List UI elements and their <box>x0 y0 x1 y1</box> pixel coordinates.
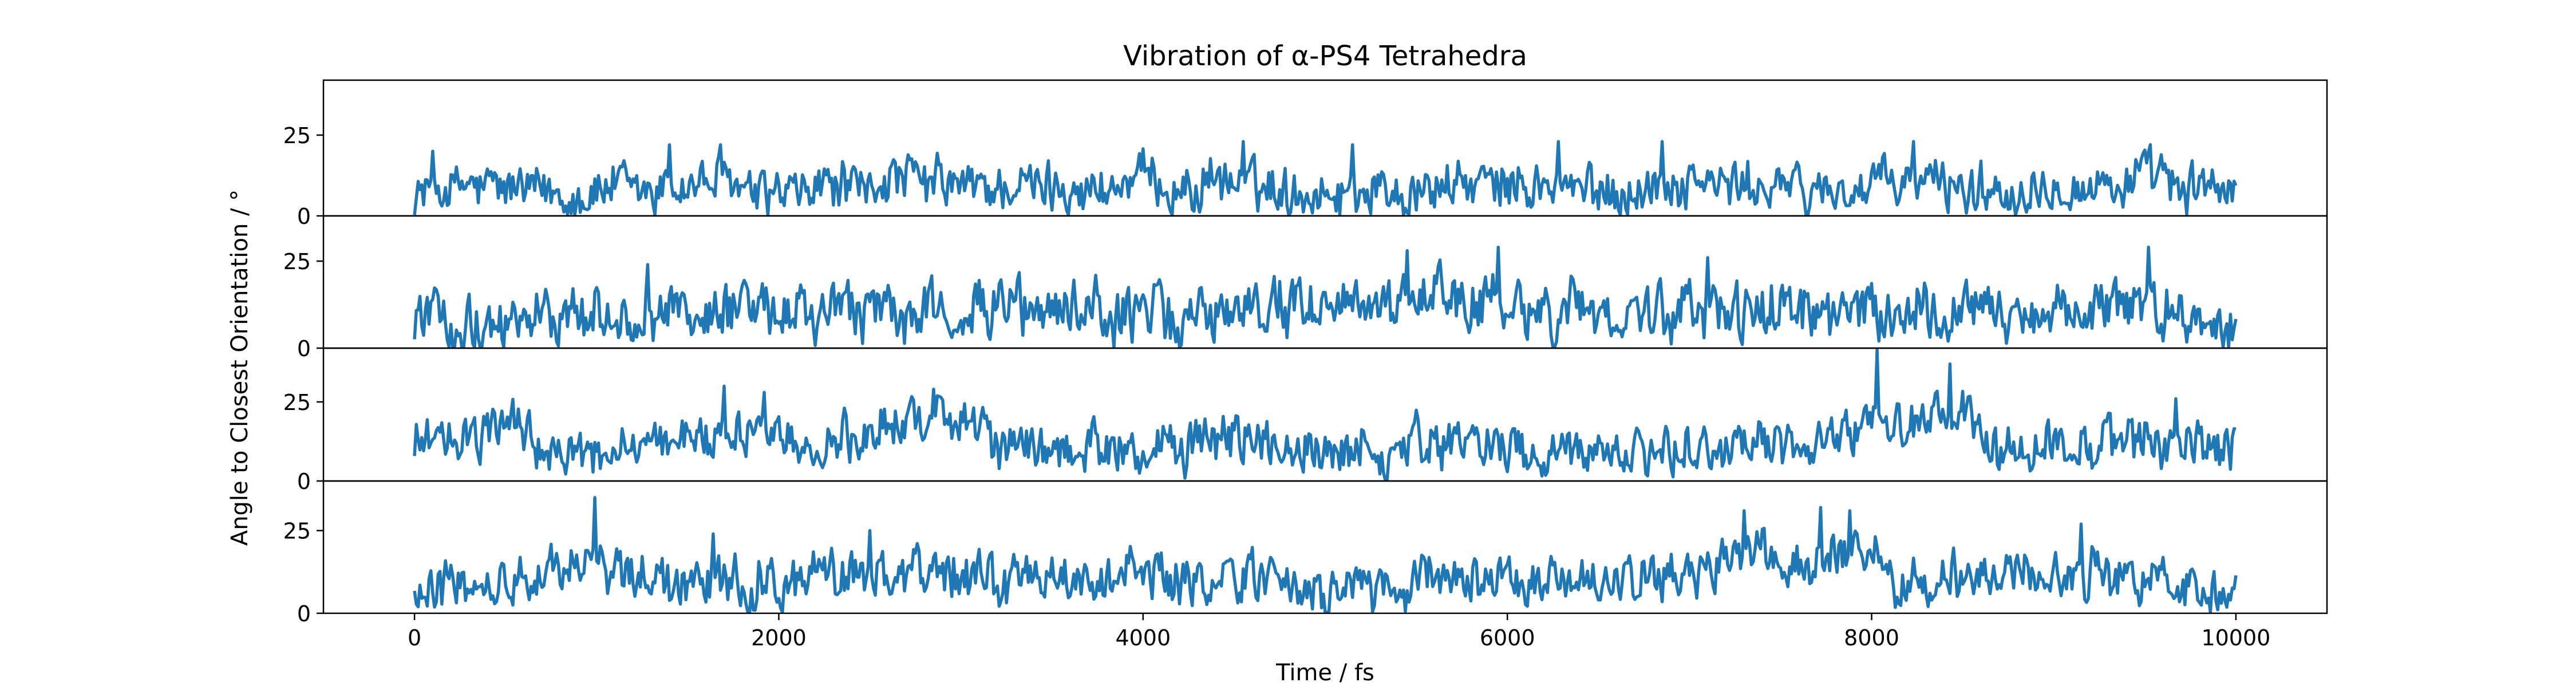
x-tick-label-6000: 6000 <box>1480 625 1535 650</box>
y-tick-label-2-25: 25 <box>283 249 311 274</box>
y-tick-label-4-25: 25 <box>283 519 311 544</box>
y-tick-label-1-25: 25 <box>283 123 311 148</box>
subplot-frame-4 <box>322 480 2328 614</box>
series-line-1 <box>413 140 2238 217</box>
x-tick-label-2000: 2000 <box>751 625 807 650</box>
x-axis-label: Time / fs <box>1275 660 1374 686</box>
x-tick-label-4000: 4000 <box>1115 625 1171 650</box>
y-axis-label: Angle to Closest Orientation / ° <box>227 190 253 546</box>
series-line-4 <box>413 496 2238 614</box>
x-tick-label-8000: 8000 <box>1844 625 1899 650</box>
x-tick-label-0: 0 <box>408 625 421 650</box>
subplots-group: 0 25 0 25 0 25 0 25 0 2000 4000 6000 8000 10000 <box>283 79 2328 650</box>
y-tick-label-3-0: 0 <box>297 469 311 494</box>
series-line-3 <box>413 348 2237 482</box>
y-tick-label-4-0: 0 <box>297 601 311 626</box>
y-tick-label-2-0: 0 <box>297 336 311 361</box>
x-tick-label-10000: 10000 <box>2201 625 2270 650</box>
chart-title: Vibration of α-PS4 Tetrahedra <box>1123 40 1527 72</box>
y-tick-label-1-0: 0 <box>297 204 311 229</box>
series-line-2 <box>413 245 2238 349</box>
y-tick-label-3-25: 25 <box>283 390 311 415</box>
